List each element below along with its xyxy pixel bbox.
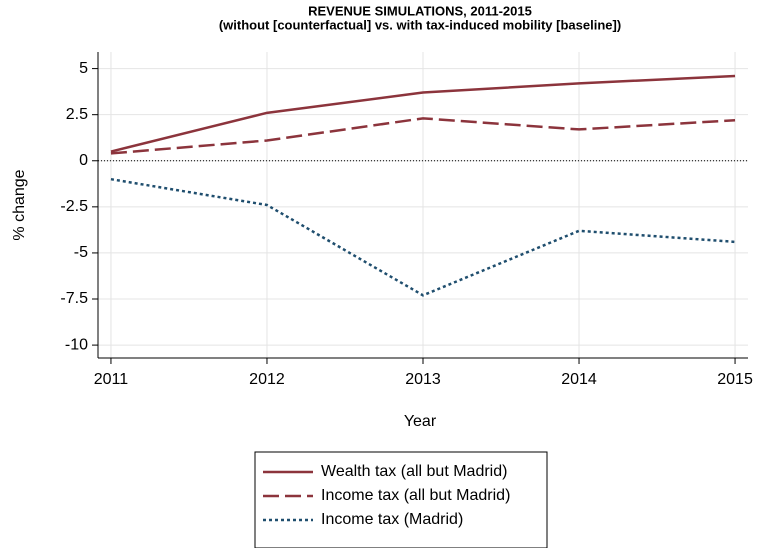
y-tick-label: -2.5 xyxy=(60,198,88,215)
series-line xyxy=(110,177,736,297)
x-tick-label: 2012 xyxy=(249,371,285,388)
y-tick-label: -10 xyxy=(65,336,88,353)
legend-label: Wealth tax (all but Madrid) xyxy=(321,463,507,480)
x-tick-label: 2015 xyxy=(717,371,753,388)
series-line xyxy=(110,74,736,153)
series-line xyxy=(110,117,736,155)
y-tick-label: 0 xyxy=(79,152,88,169)
legend-label: Income tax (Madrid) xyxy=(321,511,463,528)
legend-label: Income tax (all but Madrid) xyxy=(321,487,510,504)
y-tick-label: -5 xyxy=(74,244,88,261)
chart-title: REVENUE SIMULATIONS, 2011-2015 xyxy=(308,3,532,18)
y-tick-label: -7.5 xyxy=(60,290,88,307)
x-tick-label: 2011 xyxy=(94,371,129,388)
y-tick-label: 2.5 xyxy=(66,106,88,123)
x-tick-label: 2014 xyxy=(561,371,597,388)
chart-subtitle: (without [counterfactual] vs. with tax-i… xyxy=(219,17,621,32)
x-tick-label: 2013 xyxy=(405,371,441,388)
y-tick-label: 5 xyxy=(79,60,88,77)
y-axis-label: % change xyxy=(11,169,28,240)
legend-box xyxy=(254,451,548,548)
x-axis-label: Year xyxy=(404,413,437,430)
